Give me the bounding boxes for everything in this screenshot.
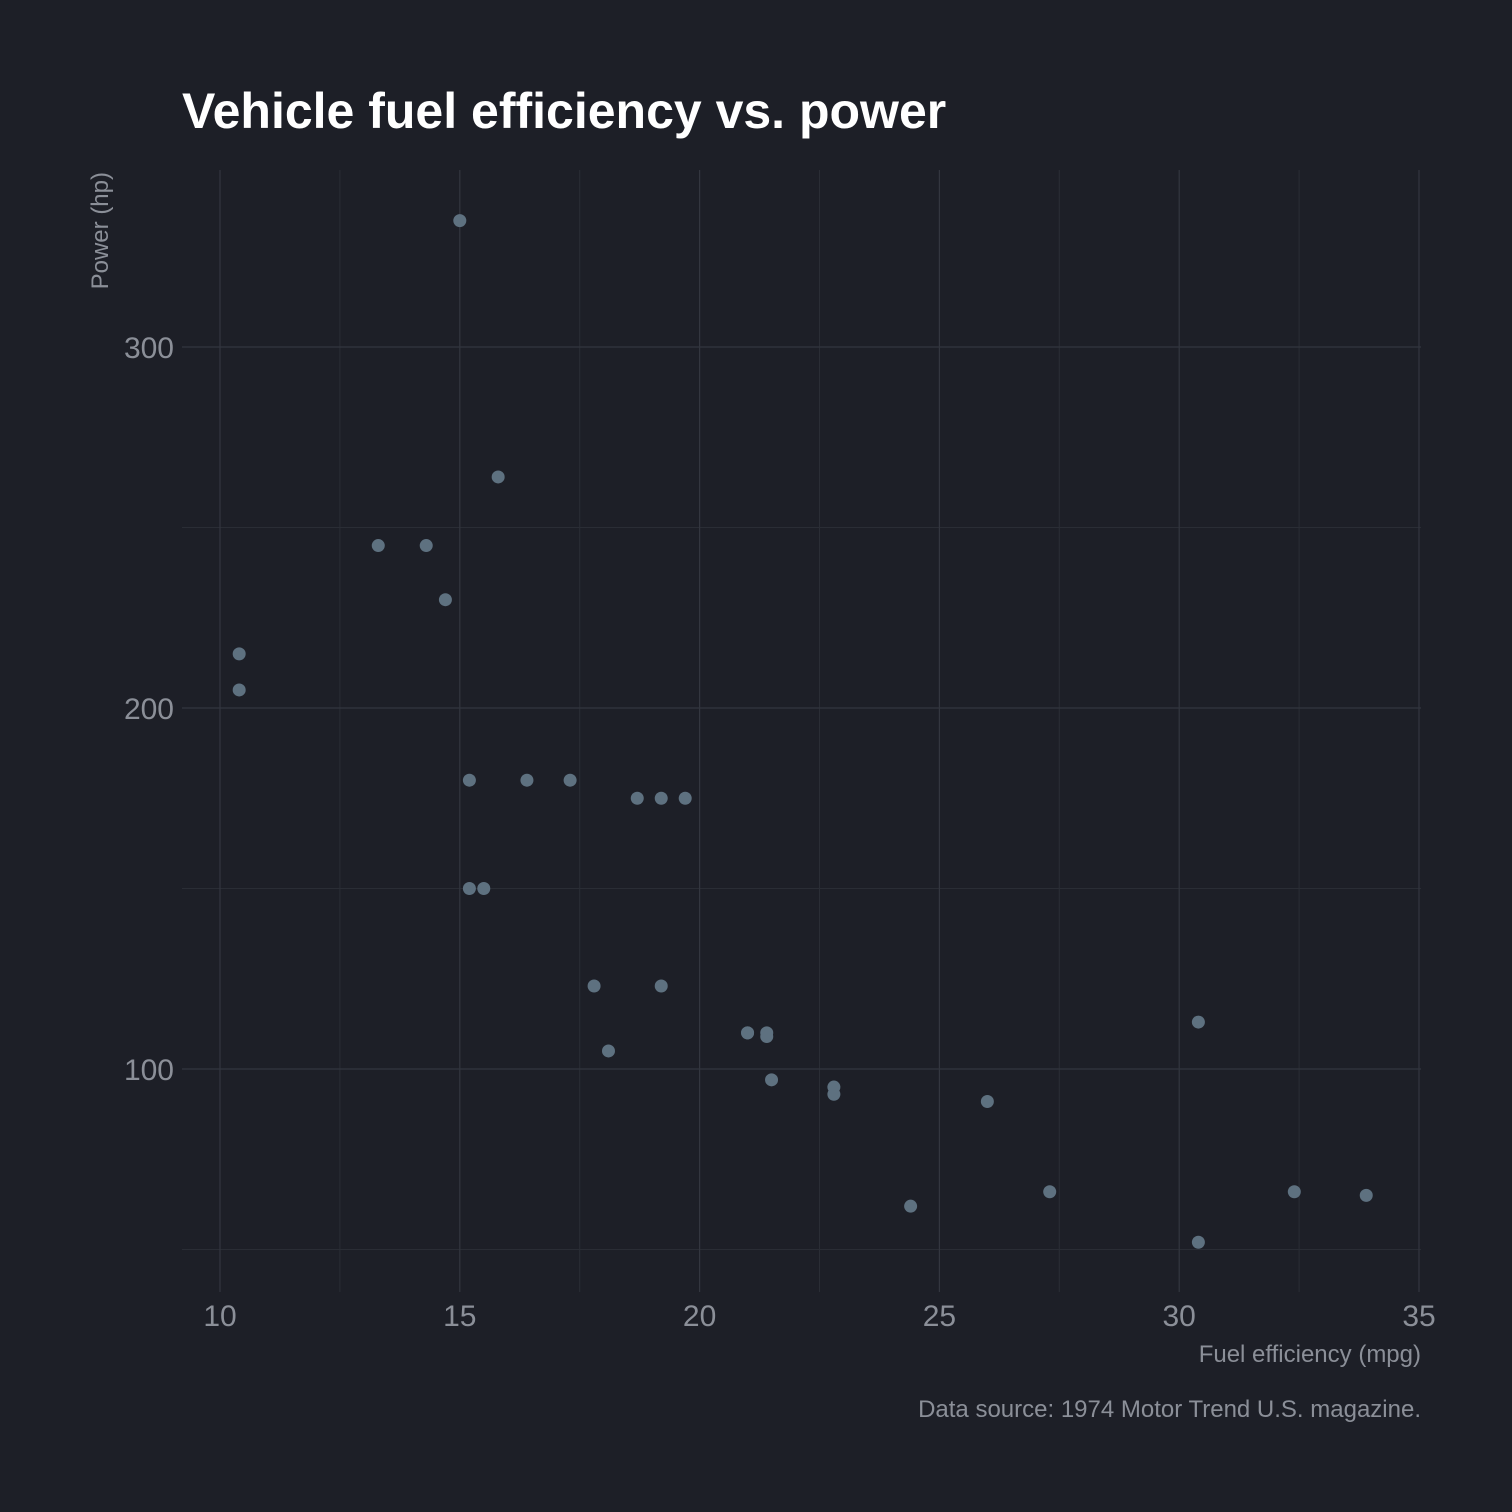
data-point — [1191, 1235, 1205, 1249]
y-tick-label: 300 — [124, 332, 174, 365]
y-tick-label: 200 — [124, 693, 174, 726]
data-point — [654, 979, 668, 993]
data-point — [477, 882, 491, 895]
data-point — [654, 791, 668, 805]
data-point — [520, 773, 534, 787]
data-point — [491, 470, 505, 484]
data-point — [453, 214, 467, 228]
x-tick-label: 20 — [683, 1300, 716, 1333]
major-gridlines — [182, 170, 1421, 1292]
data-source-caption: Data source: 1974 Motor Trend U.S. magaz… — [918, 1396, 1421, 1423]
x-tick-label: 25 — [923, 1300, 956, 1333]
data-point — [601, 1044, 615, 1058]
data-point — [678, 791, 692, 805]
data-point — [563, 773, 577, 787]
chart-title: Vehicle fuel efficiency vs. power — [182, 83, 946, 139]
data-point — [462, 773, 476, 787]
data-point — [232, 647, 246, 661]
data-point — [741, 1026, 755, 1040]
data-point — [1287, 1185, 1301, 1199]
data-point — [587, 979, 601, 993]
data-point — [419, 539, 433, 553]
data-point — [1359, 1188, 1373, 1202]
x-axis-title: Fuel efficiency (mpg) — [1199, 1341, 1421, 1368]
data-point — [232, 683, 246, 697]
data-point — [438, 593, 452, 607]
data-point — [630, 791, 644, 805]
y-tick-label: 100 — [124, 1054, 174, 1087]
minor-gridlines — [182, 170, 1421, 1292]
data-point — [904, 1199, 918, 1213]
data-point — [760, 1030, 774, 1044]
x-tick-label: 10 — [203, 1300, 236, 1333]
x-axis-tick-labels: 10 15 20 25 30 35 — [203, 1300, 1435, 1333]
data-point — [980, 1094, 994, 1108]
data-points — [232, 214, 1373, 1249]
data-point — [1043, 1185, 1057, 1199]
y-axis-title: Power (hp) — [87, 172, 114, 289]
data-point — [462, 882, 476, 895]
data-point — [827, 1080, 841, 1094]
data-point — [371, 539, 385, 553]
x-tick-label: 30 — [1163, 1300, 1196, 1333]
x-tick-label: 35 — [1402, 1300, 1435, 1333]
y-axis-tick-labels: 100 200 300 — [124, 332, 174, 1087]
data-point — [1191, 1015, 1205, 1029]
data-point — [765, 1073, 779, 1087]
x-tick-label: 15 — [443, 1300, 476, 1333]
